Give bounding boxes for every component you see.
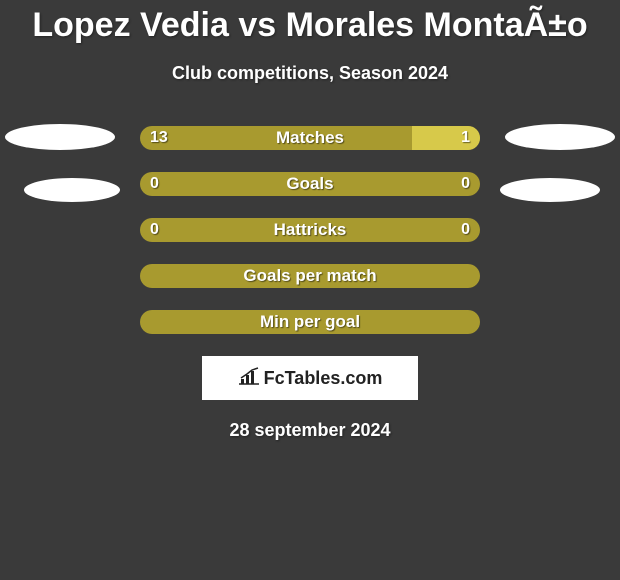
player-ellipse — [505, 124, 615, 150]
stat-label: Min per goal — [140, 310, 480, 334]
page-subtitle: Club competitions, Season 2024 — [0, 63, 620, 84]
date-text: 28 september 2024 — [0, 420, 620, 441]
stat-row: Goals0 0 — [140, 172, 480, 196]
stat-label: Hattricks — [140, 218, 480, 242]
page-title: Lopez Vedia vs Morales MontaÃ±o — [0, 0, 620, 45]
player-ellipse — [500, 178, 600, 202]
logo-box: FcTables.com — [202, 356, 418, 400]
stat-value-left: 0 — [150, 172, 159, 196]
player-ellipse — [24, 178, 120, 202]
logo-inner: FcTables.com — [238, 367, 383, 390]
stat-row: Min per goal — [140, 310, 480, 334]
stat-rows: Matches131Goals00Hattricks00Goals per ma… — [0, 126, 620, 334]
stat-value-left: 0 — [150, 218, 159, 242]
logo-text: FcTables.com — [264, 368, 383, 389]
stat-row: Matches13 1 — [140, 126, 480, 150]
player-ellipse — [5, 124, 115, 150]
bar-chart-icon — [238, 367, 260, 390]
stat-row: Goals per match — [140, 264, 480, 288]
stat-row: Hattricks0 0 — [140, 218, 480, 242]
stat-value-right: 1 — [461, 126, 470, 150]
stat-label: Matches — [140, 126, 480, 150]
stat-label: Goals — [140, 172, 480, 196]
stat-value-right: 0 — [461, 218, 470, 242]
stat-value-right: 0 — [461, 172, 470, 196]
stat-label: Goals per match — [140, 264, 480, 288]
stat-value-left: 13 — [150, 126, 168, 150]
